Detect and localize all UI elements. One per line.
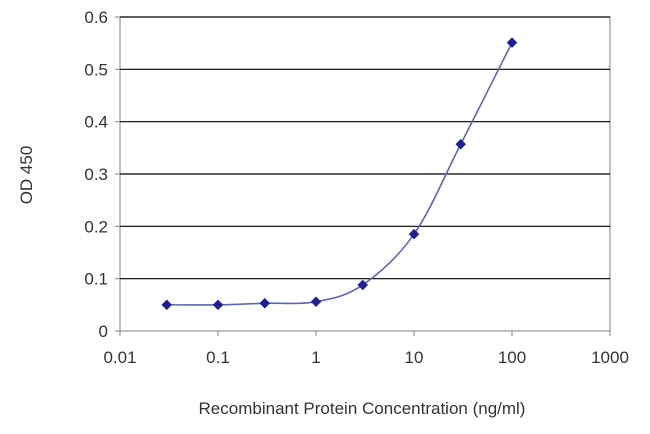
y-tick-label-2: 0.2	[84, 217, 108, 236]
data-point-0	[161, 299, 173, 311]
data-point-3	[310, 296, 322, 308]
y-tick-label-6: 0.6	[84, 8, 108, 27]
x-tick-label-3: 10	[405, 348, 424, 367]
x-tick-label-2: 1	[311, 348, 320, 367]
data-point-7	[506, 37, 518, 48]
y-axis-title: OD 450	[17, 146, 36, 205]
x-tick-label-1: 0.1	[206, 348, 230, 367]
x-tick-label-4: 100	[498, 348, 526, 367]
x-tick-label-0: 0.01	[103, 348, 136, 367]
data-point-5	[408, 228, 420, 240]
data-point-6	[455, 138, 467, 150]
y-tick-label-3: 0.3	[84, 165, 108, 184]
series-layer	[161, 37, 518, 311]
data-point-1	[212, 299, 224, 311]
y-tick-label-1: 0.1	[84, 270, 108, 289]
x-tick-label-5: 1000	[591, 348, 629, 367]
y-tick-label-4: 0.4	[84, 113, 108, 132]
gridlines	[120, 16, 610, 280]
x-axis-title: Recombinant Protein Concentration (ng/ml…	[199, 399, 526, 418]
x-axis-ticks: 0.01 0.1 1 10 100 1000	[103, 331, 629, 367]
data-point-4	[357, 279, 369, 291]
y-tick-label-5: 0.5	[84, 60, 108, 79]
y-tick-label-0: 0	[99, 322, 108, 341]
y-axis-ticks: 0 0.1 0.2 0.3 0.4 0.5 0.6	[84, 8, 120, 341]
data-point-2	[259, 297, 271, 309]
